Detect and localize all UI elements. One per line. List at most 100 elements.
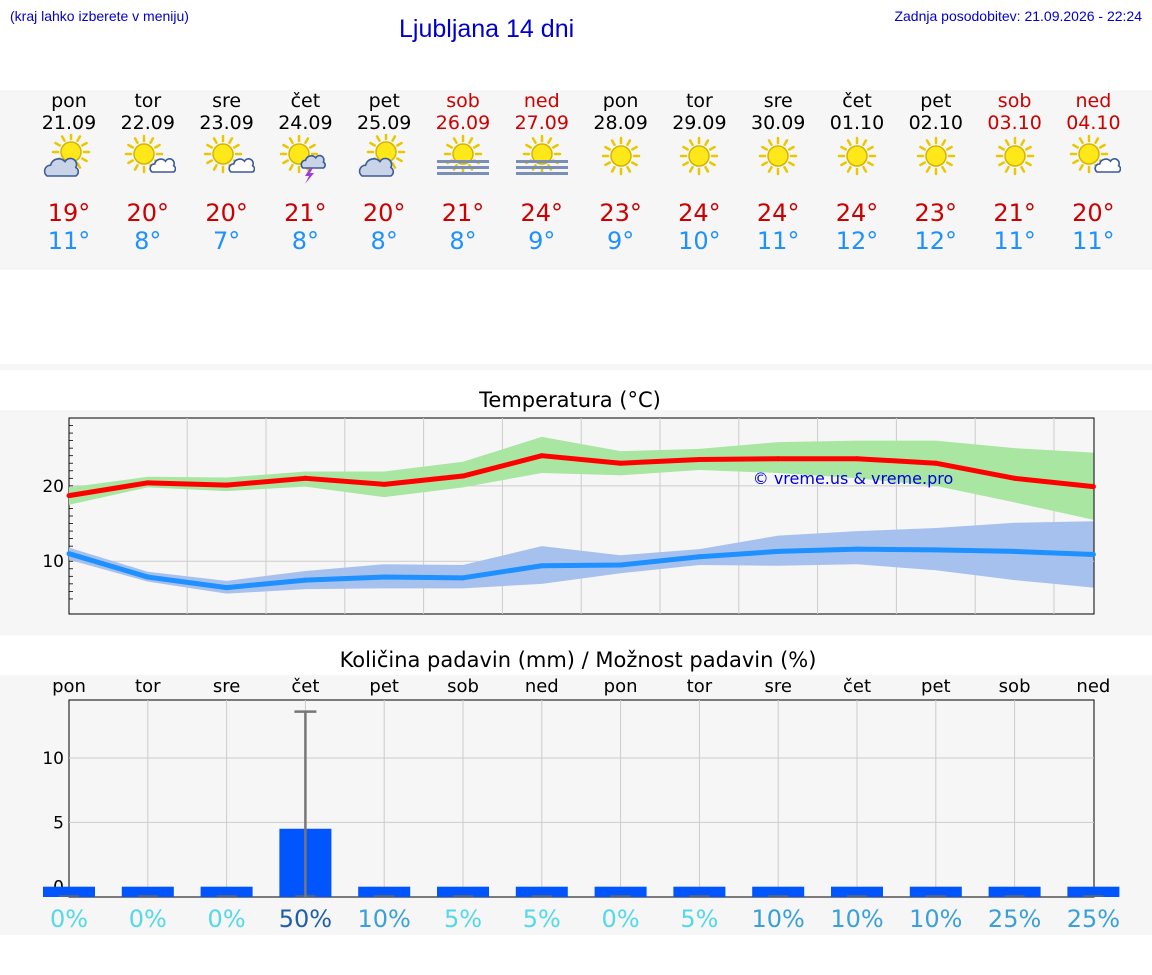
data-point [539,563,545,569]
y-tick-label: 20 [42,477,64,497]
min-temperature: 7° [212,227,241,255]
data-point [460,575,466,581]
day-date: 22.09 [120,112,175,134]
precip-day-label: ned [524,676,559,697]
sun-icon [680,136,719,176]
day-name: pon [602,90,639,112]
day-name: ned [523,90,560,112]
day-name: sre [763,90,793,112]
max-temperature: 21° [284,199,327,227]
precip-bar [831,886,883,897]
data-point [145,480,151,486]
day-date: 27.09 [514,112,569,134]
precip-probability: 0% [49,905,89,933]
precip-probability: 25% [1066,905,1121,933]
temperature-chart: 10 20 © vreme.us & vreme.pro [42,417,1096,615]
precipitation-chart-title: Količina padavin (mm) / Možnost padavin … [339,648,817,672]
precip-day-label: pon [52,676,86,697]
precip-day-label: pet [369,676,399,697]
precip-day-label: sre [212,676,241,697]
precip-day-label: tor [135,676,161,697]
precip-bar [43,886,95,897]
max-temperature: 24° [835,199,879,227]
data-point [539,453,545,459]
divider [0,364,1152,370]
max-temperature: 20° [205,199,248,227]
min-temperature: 11° [47,227,91,255]
data-point [1090,484,1096,490]
precip-probability: 25% [987,905,1042,933]
precip-probability: 10% [751,905,805,933]
precip-day-label: pet [921,676,951,697]
precip-day-label: pon [603,676,638,697]
sun-small-cloud-icon [124,134,176,174]
sun-fog-icon [515,134,568,175]
day-date: 26.09 [435,112,491,134]
sun-icon [916,136,956,176]
max-temperature: 19° [47,199,91,227]
sun-fog-icon [437,134,489,175]
page-title: Ljubljana 14 dni [399,15,575,43]
data-point [618,460,624,466]
data-point [381,481,387,487]
precip-day-label: tor [686,676,713,697]
day-date: 28.09 [593,112,648,134]
sun-icon [758,136,798,176]
min-temperature-line [68,546,1094,591]
precip-probability: 5% [522,905,561,933]
day-date: 24.09 [278,112,333,134]
data-point [618,562,624,568]
max-temperature: 23° [914,199,958,227]
data-point [302,577,308,583]
precipitation-chart: 0510 [42,699,1120,898]
min-temperature: 10° [678,227,721,255]
sun-small-cloud-icon [1070,134,1122,174]
min-temperature: 11° [1072,227,1115,255]
data-point [933,547,939,553]
precip-day-label: čet [842,676,872,697]
min-temperature: 9° [606,227,635,255]
location-hint: (kraj lahko izberete v meniju) [10,8,189,24]
sun-icon [601,136,640,176]
max-temperature: 21° [993,199,1036,227]
day-date: 30.09 [750,112,806,134]
sun-icon [837,136,877,176]
temperature-chart-title: Temperatura (°C) [479,388,661,412]
day-name: ned [1075,90,1112,112]
day-name: sob [997,90,1032,112]
day-name: tor [134,90,162,112]
day-date: 29.09 [672,112,727,134]
precip-probability: 0% [601,905,640,933]
watermark: © vreme.us & vreme.pro [753,469,954,488]
max-temperature: 21° [441,199,485,227]
min-temperature: 8° [134,227,162,255]
min-temperature: 12° [835,227,879,255]
day-date: 23.09 [199,112,254,134]
data-point [775,456,781,462]
day-date: 03.10 [987,112,1042,134]
precip-bar [437,886,489,897]
min-temperature: 11° [756,227,800,255]
y-tick-label: 5 [53,813,64,833]
max-temperature: 20° [126,199,170,227]
sun-small-cloud-icon [203,134,255,174]
day-name: pet [368,90,400,112]
day-name: sre [212,90,242,112]
precip-bar [515,886,568,897]
max-temperature: 24° [678,199,721,227]
day-date: 21.09 [41,112,97,134]
data-point [460,473,466,479]
data-point [696,554,702,560]
data-point [1012,548,1018,554]
precip-probability: 5% [680,905,719,933]
min-temperature: 8° [370,227,398,255]
data-point [381,574,387,580]
data-point [1012,475,1018,481]
precip-probability: 0% [207,905,246,933]
day-date: 02.10 [908,112,963,134]
precip-probability: 5% [443,905,483,933]
max-temperature: 24° [756,199,800,227]
precip-bar [909,886,962,897]
sun-thunder-icon [280,134,327,184]
precip-day-label: ned [1076,676,1111,697]
